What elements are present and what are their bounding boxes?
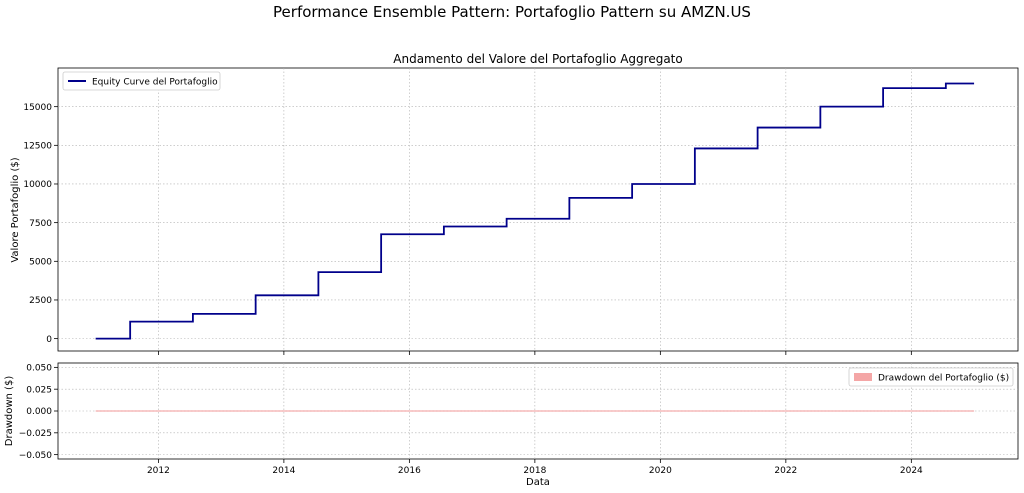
equity-y-tick-label: 5000 bbox=[29, 258, 52, 268]
drawdown-legend-label: Drawdown del Portafoglio ($) bbox=[878, 374, 1009, 384]
equity-y-tick-label: 2500 bbox=[29, 296, 52, 306]
equity-legend-box bbox=[62, 71, 221, 91]
equity-y-tick-label: 10000 bbox=[23, 180, 52, 190]
equity-chart-title: Andamento del Valore del Portafoglio Agg… bbox=[393, 52, 682, 66]
drawdown-y-tick-label: 0.050 bbox=[26, 364, 52, 374]
equity-legend: Equity Curve del Portafoglio bbox=[62, 71, 221, 91]
drawdown-legend-box bbox=[848, 367, 1014, 387]
equity-series bbox=[95, 82, 975, 340]
drawdown-y-tick-label: −0.025 bbox=[19, 429, 52, 439]
drawdown-x-tick-label: 2016 bbox=[398, 466, 421, 476]
equity-y-tick-label: 0 bbox=[46, 335, 52, 345]
equity-y-label: Valore Portafoglio ($) bbox=[10, 157, 21, 262]
drawdown-x-tick-label: 2024 bbox=[900, 466, 923, 476]
equity-ticks: 0 2500 5000 7500 10000 12500 15000 bbox=[23, 103, 912, 355]
drawdown-y-tick-label: −0.050 bbox=[19, 451, 53, 461]
figure-suptitle: Performance Ensemble Pattern: Portafogli… bbox=[273, 3, 751, 21]
drawdown-ticks: 2012 2014 2016 2018 2020 2022 2024 0.050 0.025 0.… bbox=[19, 364, 923, 476]
drawdown-y-label: Drawdown ($) bbox=[4, 376, 15, 447]
equity-grid bbox=[58, 68, 1018, 351]
drawdown-legend: Drawdown del Portafoglio ($) bbox=[848, 367, 1014, 387]
drawdown-x-label: Data bbox=[526, 477, 550, 488]
equity-chart: Andamento del Valore del Portafoglio Agg… bbox=[10, 52, 1019, 355]
drawdown-x-tick-label: 2018 bbox=[523, 466, 546, 476]
drawdown-y-tick-label: 0.000 bbox=[26, 407, 52, 417]
equity-plot-area bbox=[57, 67, 1019, 352]
equity-y-tick-label: 15000 bbox=[23, 103, 52, 113]
equity-y-tick-label: 7500 bbox=[29, 219, 52, 229]
drawdown-y-tick-label: 0.025 bbox=[26, 385, 52, 395]
equity-y-tick-label: 12500 bbox=[23, 142, 52, 152]
drawdown-x-tick-label: 2014 bbox=[272, 466, 295, 476]
drawdown-chart: 2012 2014 2016 2018 2020 2022 2024 0.050 0.025 0.… bbox=[4, 362, 1019, 488]
equity-legend-label: Equity Curve del Portafoglio bbox=[92, 78, 218, 88]
equity-series-line bbox=[95, 82, 975, 340]
drawdown-x-tick-label: 2022 bbox=[774, 466, 797, 476]
drawdown-legend-swatch bbox=[854, 373, 872, 381]
drawdown-x-tick-label: 2020 bbox=[649, 466, 672, 476]
drawdown-x-tick-label: 2012 bbox=[147, 466, 170, 476]
